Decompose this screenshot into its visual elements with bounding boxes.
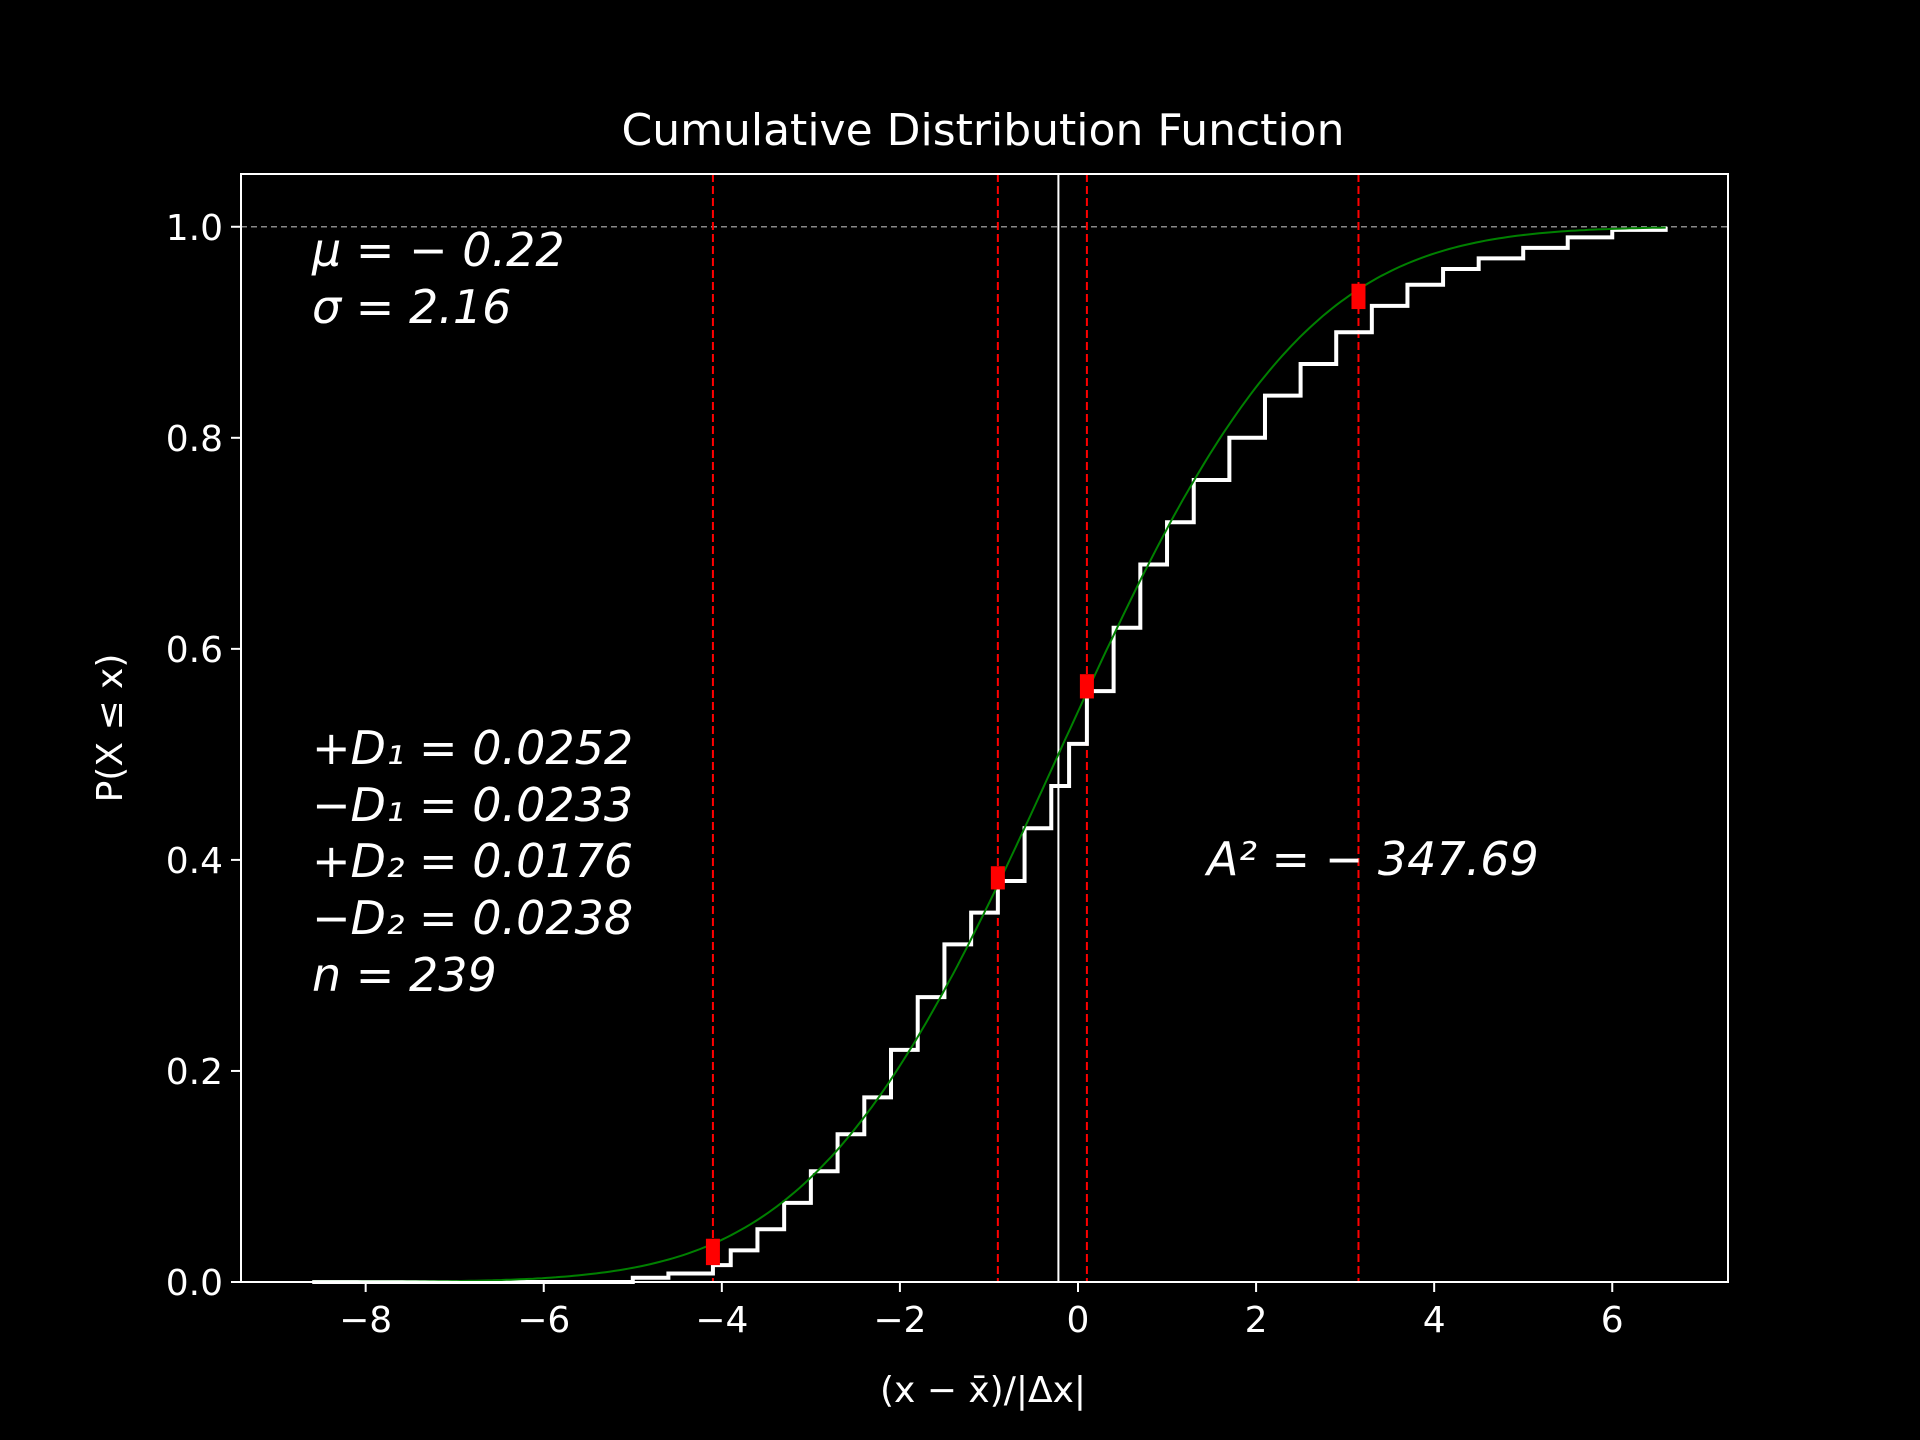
- ks-marker-3: [1351, 283, 1366, 310]
- y-tick-label: 0.4: [166, 841, 223, 882]
- d1-minus-annotation: −D₁ = 0.0233: [312, 778, 633, 832]
- plot-area: [241, 174, 1728, 1284]
- ks-marker-0: [705, 1238, 720, 1266]
- a2-annotation: A² = − 347.69: [1204, 832, 1539, 886]
- y-tick-label: 0.0: [166, 1263, 223, 1304]
- ks-marker-2: [1079, 674, 1094, 699]
- x-tick-label: −2: [873, 1300, 926, 1341]
- x-axis: −8 −6 −4 −2 0 2 4 6: [339, 1282, 1624, 1341]
- d2-minus-annotation: −D₂ = 0.0238: [312, 891, 633, 945]
- y-axis: 0.0 0.2 0.4 0.6 0.8 1.0: [166, 208, 241, 1304]
- y-tick-label: 0.2: [166, 1052, 223, 1093]
- axes-frame: [240, 173, 1729, 1283]
- x-axis-label: (x − x̄)/|Δx|: [880, 1370, 1086, 1411]
- empirical-cdf-line: [312, 226, 1668, 1284]
- x-tick-label: −4: [695, 1300, 748, 1341]
- sigma-annotation: σ = 2.16: [312, 280, 511, 334]
- n-annotation: n = 239: [312, 948, 497, 1002]
- x-tick-label: 6: [1601, 1300, 1624, 1341]
- chart-title: Cumulative Distribution Function: [622, 105, 1345, 156]
- y-tick-label: 0.6: [166, 630, 223, 671]
- y-axis-label: P(X ≤ x): [90, 654, 131, 803]
- x-tick-label: 4: [1423, 1300, 1446, 1341]
- x-tick-label: 0: [1067, 1300, 1090, 1341]
- ks-marker-1: [990, 866, 1005, 890]
- d2-plus-annotation: +D₂ = 0.0176: [312, 834, 633, 888]
- ks-stats-annotation: +D₁ = 0.0252 −D₁ = 0.0233 +D₂ = 0.0176 −…: [312, 721, 633, 1002]
- d1-plus-annotation: +D₁ = 0.0252: [312, 721, 633, 775]
- stats-top-annotation: μ = − 0.22 σ = 2.16: [311, 223, 565, 334]
- y-tick-label: 0.8: [166, 419, 223, 460]
- y-tick-label: 1.0: [166, 208, 223, 249]
- mu-annotation: μ = − 0.22: [311, 223, 565, 277]
- x-tick-label: −6: [517, 1300, 570, 1341]
- normal-fit-cdf-line: [312, 226, 1666, 1283]
- x-tick-label: −8: [339, 1300, 392, 1341]
- x-tick-label: 2: [1245, 1300, 1268, 1341]
